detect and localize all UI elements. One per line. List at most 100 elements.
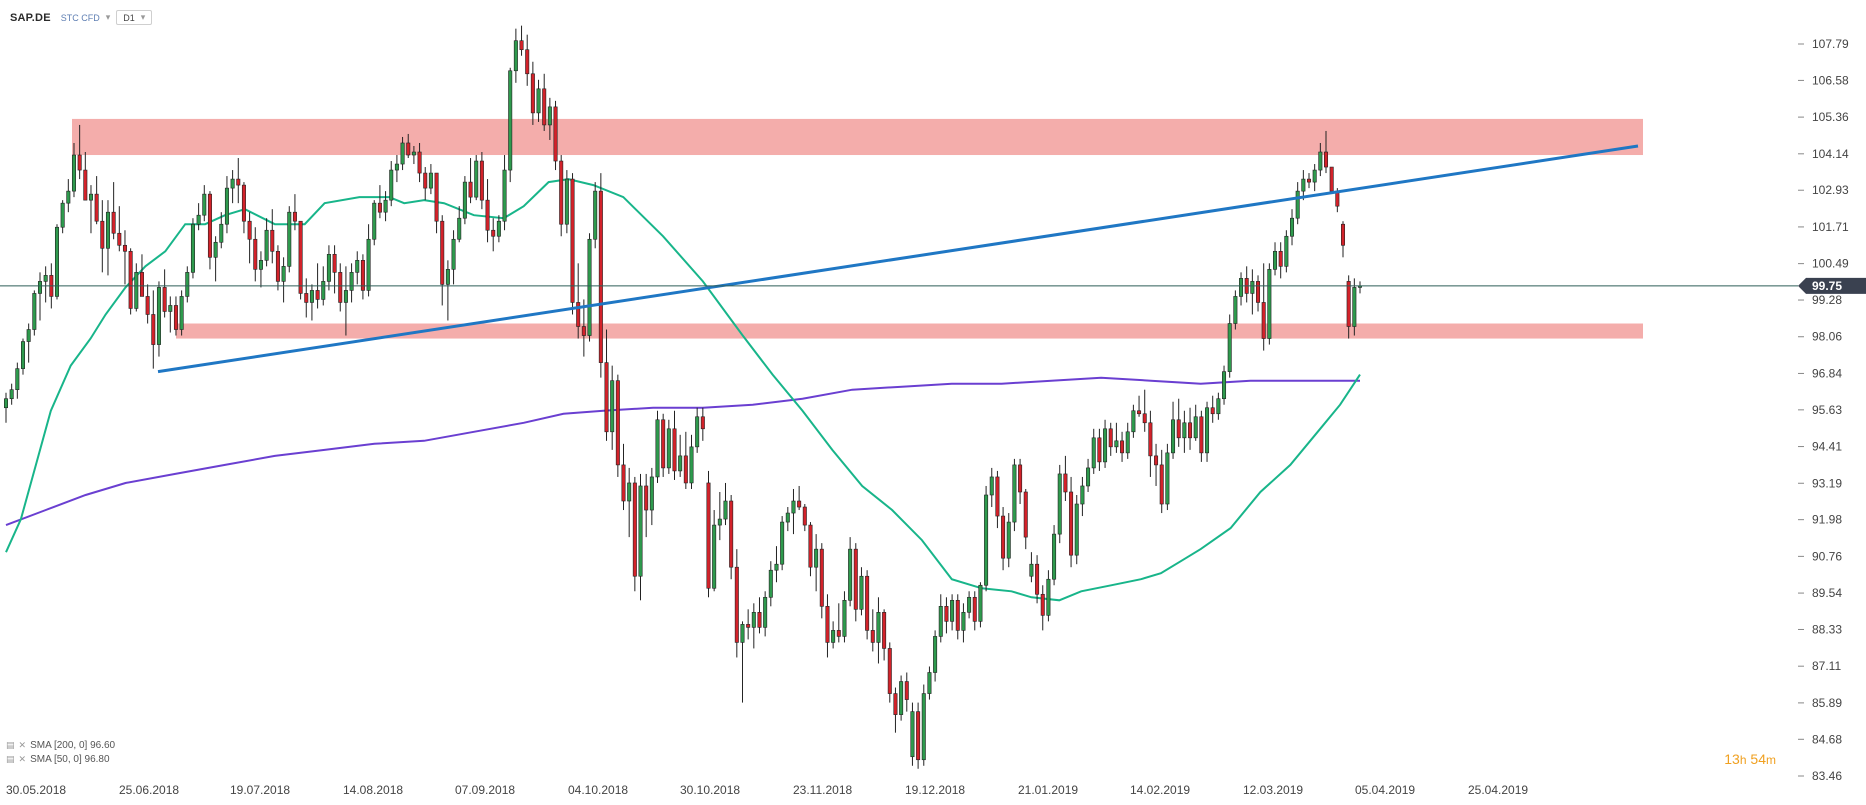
candle-body-up <box>638 485 643 577</box>
candle <box>122 230 127 285</box>
candle-body-up <box>372 202 377 240</box>
current-price-label: 99.75 <box>1812 279 1842 293</box>
candle-body-down <box>542 88 547 126</box>
candle-body-down <box>491 229 496 237</box>
candle-body-down <box>683 455 688 484</box>
candle-body-up <box>774 563 779 571</box>
candle-body-down <box>1199 416 1204 454</box>
symbol-label[interactable]: SAP.DE <box>10 11 51 24</box>
candle <box>406 133 411 159</box>
y-axis[interactable]: 107.79 106.58 105.36 104.14 102.93 101.71 100.… <box>1798 37 1849 783</box>
candle-body-up <box>785 512 790 523</box>
candle-body-up <box>26 329 31 342</box>
candle-body-down <box>377 202 382 213</box>
candle-body-up <box>984 494 989 586</box>
candle <box>1210 395 1215 423</box>
candle-body-down <box>729 500 734 568</box>
candle-body-down <box>1154 455 1159 466</box>
candle-body-up <box>32 293 37 330</box>
candle-body-down <box>1278 250 1283 267</box>
trendline-path[interactable] <box>157 144 1639 374</box>
candle-body-up <box>1114 440 1119 448</box>
candle-body-up <box>281 266 286 282</box>
candle-body-up <box>513 40 518 72</box>
candle-body-down <box>865 575 870 631</box>
candle <box>428 164 433 195</box>
candle <box>496 215 501 243</box>
candle-body-up <box>168 305 173 312</box>
candle <box>394 155 399 183</box>
candle-body-up <box>831 630 836 643</box>
candle-body-up <box>859 575 864 610</box>
candle <box>117 206 122 252</box>
candle-body-up <box>1171 419 1176 454</box>
candle-body-down <box>808 524 813 568</box>
candle <box>989 467 994 508</box>
candle <box>1148 410 1153 477</box>
candle-body-down <box>661 419 666 469</box>
close-icon[interactable]: ✕ <box>18 740 27 750</box>
candle-body-down <box>559 160 564 225</box>
candle-body-down <box>570 178 575 303</box>
candle-body-up <box>740 624 745 643</box>
candle <box>366 224 371 297</box>
candle-body-up <box>587 238 592 336</box>
y-tick-label: 96.84 <box>1812 366 1842 380</box>
candle <box>349 263 354 303</box>
candle-body-up <box>921 693 926 761</box>
price-zone-0[interactable] <box>72 118 1643 156</box>
candle-body-up <box>1182 422 1187 439</box>
candle <box>1324 130 1329 174</box>
candle-body-up <box>780 521 785 565</box>
candle <box>287 206 292 273</box>
candle-body-up <box>1125 431 1130 454</box>
candle <box>961 603 966 643</box>
candle <box>547 97 552 140</box>
candle <box>1284 230 1289 273</box>
settings-icon[interactable]: ▤ <box>6 740 15 750</box>
candle <box>1001 507 1006 571</box>
x-axis[interactable]: 30.05.2018 25.06.2018 19.07.2018 14.08.2018… <box>6 783 1528 797</box>
candle <box>683 431 688 489</box>
candle <box>423 167 428 201</box>
settings-icon[interactable]: ▤ <box>6 754 15 764</box>
candle <box>32 290 37 336</box>
candle <box>360 254 365 300</box>
candle <box>270 209 275 264</box>
candle-body-up <box>264 229 269 261</box>
chevron-down-icon[interactable]: ▾ <box>105 12 111 22</box>
candle-body-up <box>1193 416 1198 439</box>
candle-body-down <box>615 380 620 466</box>
candle-body-up <box>1006 521 1011 559</box>
candle-body-up <box>933 636 938 673</box>
candle <box>1131 404 1136 438</box>
candle <box>128 248 133 315</box>
y-tick-label: 94.41 <box>1812 440 1842 454</box>
candle-body-up <box>876 612 881 643</box>
candle <box>1086 458 1091 492</box>
candle-body-down <box>253 238 258 270</box>
candle <box>1035 555 1040 604</box>
candle <box>785 507 790 532</box>
candle <box>1318 142 1323 177</box>
candle <box>774 546 779 583</box>
candle <box>598 173 603 378</box>
trendline[interactable] <box>157 144 1639 374</box>
x-tick-label: 19.12.2018 <box>905 783 965 797</box>
candle-body-up <box>230 178 235 189</box>
candle <box>468 158 473 204</box>
candle-body-up <box>1227 323 1232 372</box>
price-zone-1[interactable] <box>176 323 1643 339</box>
candle <box>678 434 683 477</box>
candle <box>904 672 909 712</box>
candle <box>746 609 751 640</box>
candle-body-down <box>1097 437 1102 463</box>
candle <box>972 591 977 631</box>
close-icon[interactable]: ✕ <box>18 754 27 764</box>
timeframe-select[interactable]: D1 ▾ <box>116 10 153 25</box>
candle <box>1006 513 1011 568</box>
candle <box>723 482 728 526</box>
candle-body-down <box>151 314 156 345</box>
candle <box>627 467 632 538</box>
